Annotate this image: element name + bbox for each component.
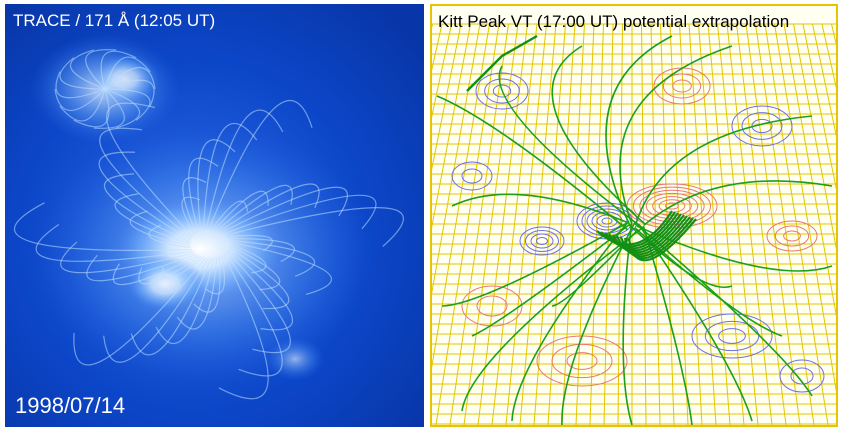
field-contour: [462, 169, 482, 183]
field-line: [635, 223, 812, 396]
field-contour: [531, 234, 553, 248]
field-contour: [602, 218, 612, 224]
field-contour: [552, 344, 612, 377]
observation-date-label: 1998/07/14: [15, 393, 125, 419]
field-line: [636, 116, 812, 225]
field-contour: [520, 227, 564, 255]
extrapolation-drawing: [432, 6, 836, 425]
field-contour: [673, 80, 692, 92]
extrapolation-title-label: Kitt Peak VT (17:00 UT) potential extrap…: [438, 12, 789, 32]
trace-euv-image: TRACE / 171 Å (12:05 UT) 1998/07/14: [5, 4, 424, 427]
field-contour: [742, 113, 782, 140]
field-contour: [705, 321, 758, 350]
field-contour: [537, 238, 548, 245]
potential-extrapolation-plot: Kitt Peak VT (17:00 UT) potential extrap…: [430, 4, 838, 427]
field-contour: [775, 226, 808, 246]
euv-corona-drawing: [5, 4, 424, 427]
trace-title-label: TRACE / 171 Å (12:05 UT): [13, 11, 215, 31]
